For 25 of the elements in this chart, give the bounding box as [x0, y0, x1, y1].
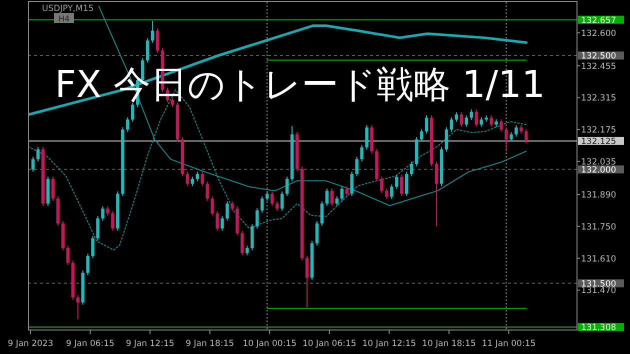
x-tick-label: 10 Jan 12:15 — [362, 339, 416, 349]
y-tick-label: 132.600 — [581, 28, 616, 39]
y-tick-label: 132.035 — [581, 157, 616, 168]
ref-line-label: 132.500 — [581, 52, 616, 62]
x-tick-label: 9 Jan 18:15 — [186, 339, 234, 349]
x-tick-label: 9 Jan 2023 — [8, 339, 54, 349]
y-tick-label: 131.890 — [581, 190, 616, 200]
ref-line-label: 132.125 — [581, 136, 616, 147]
y-tick-label: 131.470 — [581, 286, 616, 296]
x-tick-label: 9 Jan 12:15 — [126, 339, 174, 349]
x-tick-label: 9 Jan 06:15 — [66, 339, 114, 349]
y-tick-label: 132.175 — [581, 126, 616, 136]
x-tick-label: 10 Jan 00:15 — [242, 339, 297, 349]
y-tick-label: 131.750 — [581, 222, 616, 232]
ref-line-label: 132.000 — [581, 165, 616, 176]
y-tick-label: 132.315 — [581, 94, 616, 104]
y-tick-label: 132.455 — [581, 62, 616, 72]
y-tick-label: 131.610 — [581, 254, 616, 264]
x-tick-label: 10 Jan 18:15 — [422, 339, 476, 349]
ref-line-label: 131.308 — [581, 323, 616, 334]
x-tick-label: 11 Jan 00:15 — [482, 339, 536, 349]
annotation: H4 — [58, 14, 70, 24]
ref-line-label: 132.657 — [581, 16, 616, 26]
x-tick-label: 10 Jan 06:15 — [302, 339, 356, 349]
annotation: USDJPY,M15 — [42, 4, 94, 14]
